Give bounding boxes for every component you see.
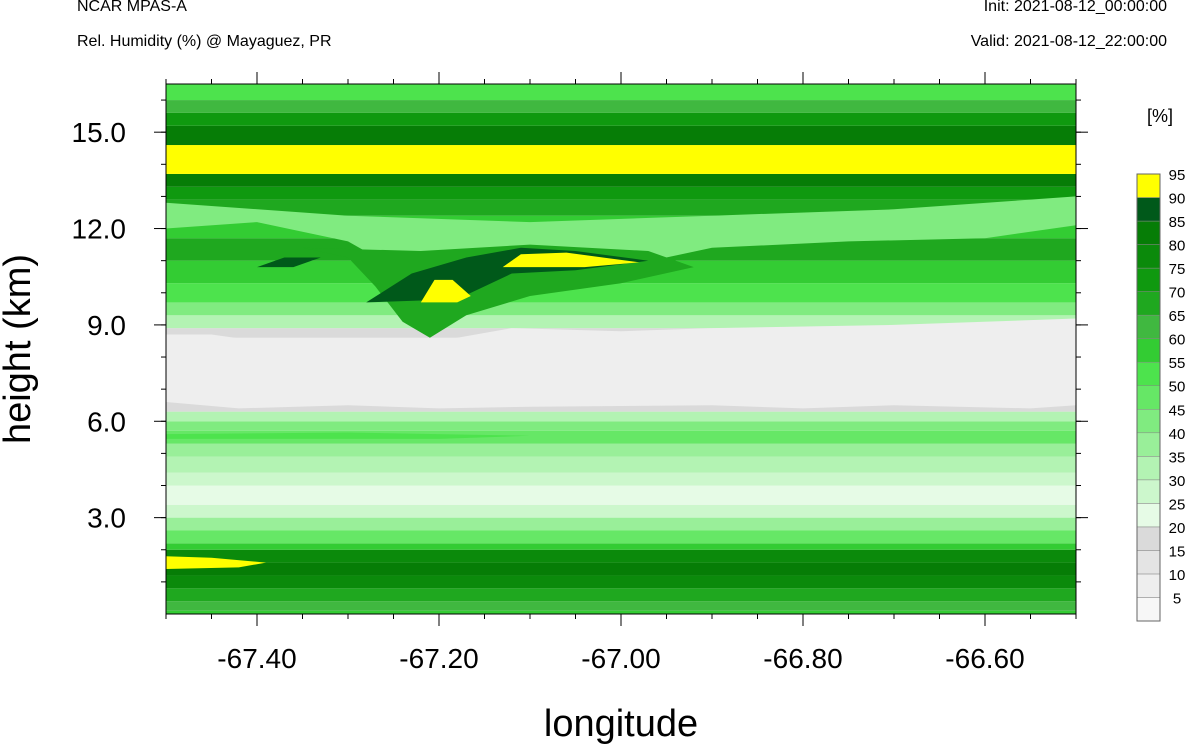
rh-band xyxy=(166,173,1076,187)
rh-band xyxy=(166,472,1076,486)
rh-contour-region xyxy=(166,432,530,439)
rh-band xyxy=(166,315,1076,329)
axes: -67.40 -67.20 -67.00 -66.80 -66.60 3.0 6.0 9.0 1… xyxy=(72,72,1088,674)
colorbar-swatch xyxy=(1136,597,1161,622)
colorbar-label: 55 xyxy=(1169,355,1186,372)
x-tick-label: -67.20 xyxy=(399,643,478,674)
model-title: NCAR MPAS-A xyxy=(77,0,187,15)
rh-band xyxy=(166,588,1076,602)
colorbar-label: 45 xyxy=(1169,402,1186,419)
colorbar-label: 35 xyxy=(1169,449,1186,466)
colorbar-label: 75 xyxy=(1169,261,1186,278)
colorbar-label: 25 xyxy=(1169,496,1186,513)
rh-contour-region xyxy=(166,556,267,569)
rh-band xyxy=(166,125,1076,146)
colorbar-label: 5 xyxy=(1173,590,1181,607)
colorbar-swatch xyxy=(1136,173,1161,198)
colorbar-label: 15 xyxy=(1169,543,1186,560)
rh-band xyxy=(166,186,1076,200)
rh-band xyxy=(166,485,1076,505)
rh-band xyxy=(166,504,1076,518)
colorbar-swatch xyxy=(1136,291,1161,316)
colorbar-swatch xyxy=(1136,197,1161,222)
rh-band xyxy=(166,530,1076,544)
rh-band xyxy=(166,601,1076,611)
colorbar-label: 95 xyxy=(1169,167,1186,184)
colorbar-label: 20 xyxy=(1169,520,1186,537)
y-tick-label: 6.0 xyxy=(87,406,126,437)
colorbar-swatch xyxy=(1136,385,1161,410)
x-axis-label: longitude xyxy=(544,703,698,745)
colorbar-unit: [%] xyxy=(1147,106,1173,126)
colorbar-label: 60 xyxy=(1169,332,1186,349)
rh-contour-region xyxy=(257,257,321,268)
rh-band xyxy=(166,411,1076,422)
rh-band xyxy=(166,84,1076,101)
rh-contour-region xyxy=(166,318,1076,409)
rh-contour-region xyxy=(302,244,694,338)
rh-band xyxy=(166,302,1076,316)
colorbar-swatch xyxy=(1136,550,1161,575)
colorbar-swatch xyxy=(1136,479,1161,504)
colorbar-swatch xyxy=(1136,409,1161,434)
colorbar-label: 40 xyxy=(1169,426,1186,443)
rh-band xyxy=(166,443,1076,457)
y-tick-label: 9.0 xyxy=(87,310,126,341)
colorbar-label: 70 xyxy=(1169,285,1186,302)
x-tick-label: -67.00 xyxy=(581,643,660,674)
x-tick-label: -66.80 xyxy=(763,643,842,674)
rh-band xyxy=(166,575,1076,589)
colorbar-label: 10 xyxy=(1169,567,1186,584)
colorbar-swatch xyxy=(1136,432,1161,457)
colorbar-swatch xyxy=(1136,338,1161,363)
colorbar-swatch xyxy=(1136,573,1161,598)
rh-band xyxy=(166,610,1076,614)
rh-band xyxy=(166,283,1076,303)
rh-contour-region xyxy=(502,252,640,268)
colorbar-swatch xyxy=(1136,503,1161,528)
rh-band xyxy=(166,421,1076,431)
rh-band xyxy=(166,100,1076,113)
y-tick-label: 12.0 xyxy=(72,214,127,245)
y-tick-label: 15.0 xyxy=(72,117,127,148)
rh-contour-region xyxy=(420,279,471,303)
init-time: Init: 2021-08-12_00:00:00 xyxy=(983,0,1167,15)
colorbar-swatch xyxy=(1136,244,1161,269)
rh-band xyxy=(166,549,1076,563)
colorbar-label: 80 xyxy=(1169,238,1186,255)
field-title: Rel. Humidity (%) @ Mayaguez, PR xyxy=(77,33,332,50)
rh-band xyxy=(166,145,1076,174)
colorbar-label: 85 xyxy=(1169,214,1186,231)
y-tick-label: 3.0 xyxy=(87,503,126,534)
colorbar-label: 50 xyxy=(1169,379,1186,396)
rh-band xyxy=(166,543,1076,550)
rh-contour-region xyxy=(166,196,1076,296)
colorbar: 5 10 15 20 25 30 35 40 45 50 55 60 65 70 75 80 85 90 95 xyxy=(1136,167,1186,622)
rh-band xyxy=(166,517,1076,531)
colorbar-label: 90 xyxy=(1169,191,1186,208)
plot-area xyxy=(166,84,1076,614)
rh-band xyxy=(166,112,1076,126)
x-tick-label: -67.40 xyxy=(217,643,296,674)
x-tick-label: -66.60 xyxy=(945,643,1024,674)
colorbar-swatch xyxy=(1136,526,1161,551)
colorbar-swatch xyxy=(1136,361,1161,386)
valid-time: Valid: 2021-08-12_22:00:00 xyxy=(970,33,1167,50)
rh-band xyxy=(166,402,1076,412)
colorbar-swatch xyxy=(1136,267,1161,292)
colorbar-swatch xyxy=(1136,314,1161,339)
colorbar-label: 30 xyxy=(1169,473,1186,490)
colorbar-label: 65 xyxy=(1169,308,1186,325)
rh-band xyxy=(166,562,1076,576)
y-axis-label: height (km) xyxy=(0,254,39,444)
colorbar-swatch xyxy=(1136,456,1161,481)
colorbar-frame xyxy=(1136,173,1161,622)
rh-band xyxy=(166,456,1076,473)
colorbar-swatch xyxy=(1136,220,1161,245)
